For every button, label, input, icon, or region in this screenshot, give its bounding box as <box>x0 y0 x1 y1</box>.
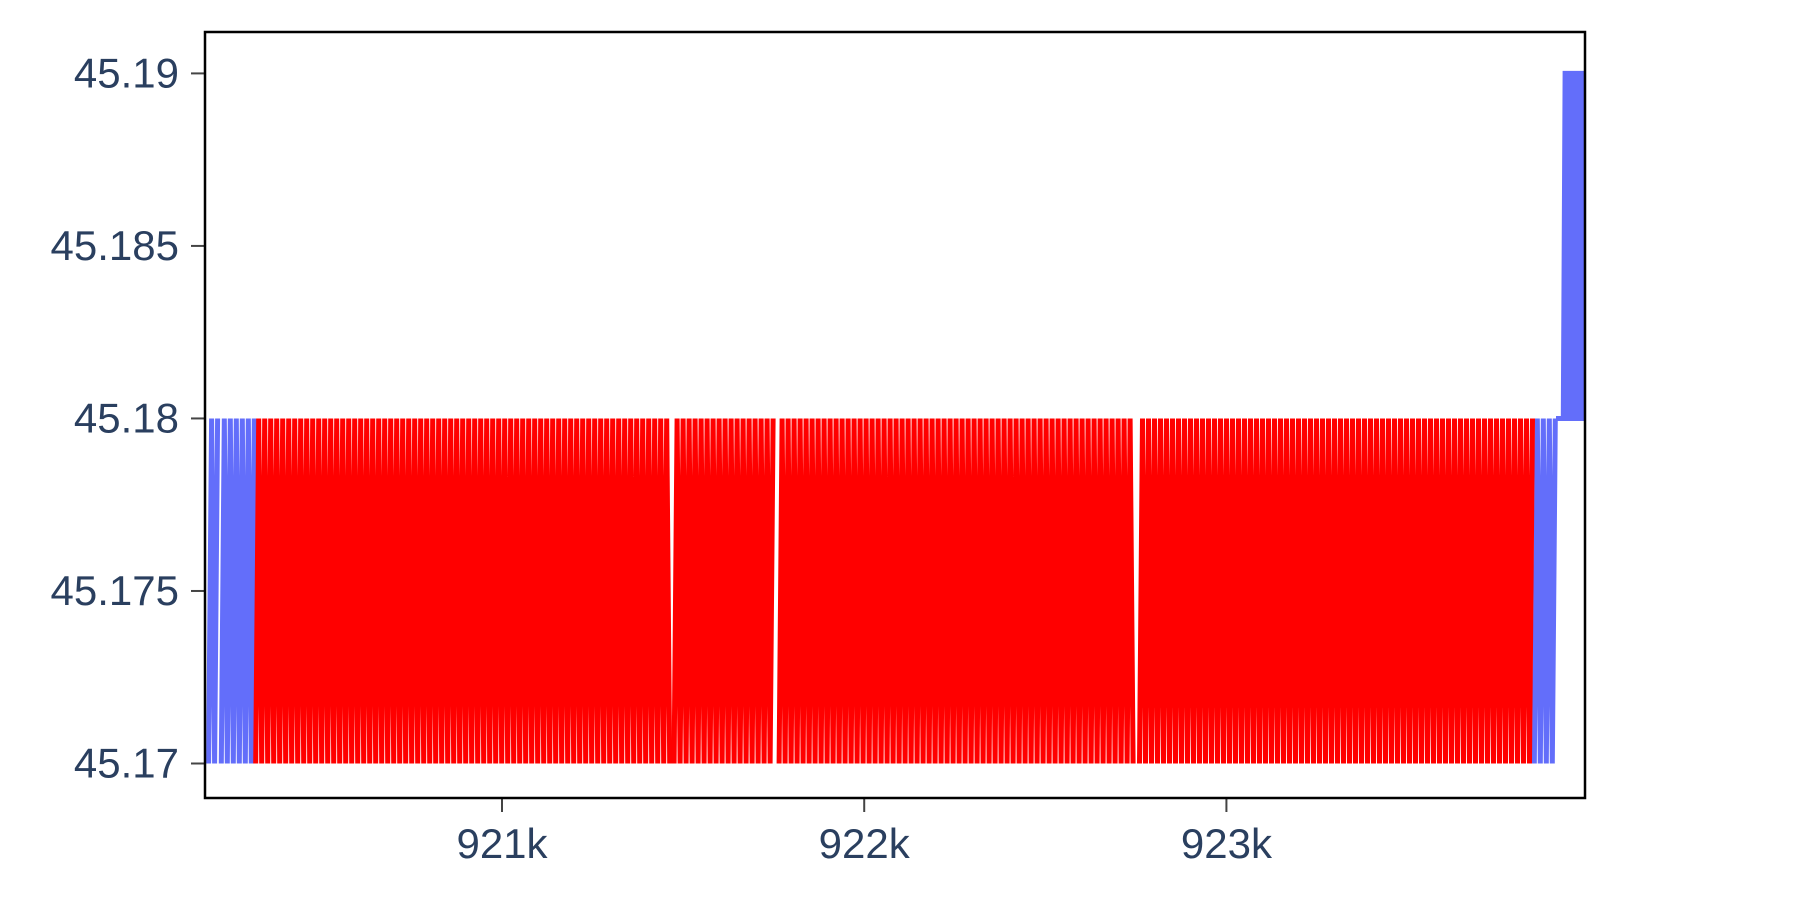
y-tick-label-5: 45.19 <box>74 49 179 96</box>
x-axis: 921k 922k 923k <box>456 798 1273 867</box>
y-tick-label-3: 45.18 <box>74 394 179 441</box>
y-axis: 45.17 45.175 45.18 45.185 45.19 <box>51 49 205 786</box>
series-1-oscillation-1 <box>206 418 221 764</box>
series-2-oscillation-1 <box>253 418 673 764</box>
plot-area <box>206 70 1585 764</box>
series-1 <box>206 70 1585 764</box>
series-1-step-region <box>1556 70 1585 421</box>
series-1-oscillation-3 <box>1531 418 1558 764</box>
x-tick-label-3: 923k <box>1181 820 1273 867</box>
plot-frame <box>203 30 1587 800</box>
y-tick-label-2: 45.175 <box>51 567 179 614</box>
y-tick-label-4: 45.185 <box>51 222 179 269</box>
y-tick-label-1: 45.17 <box>74 739 179 786</box>
x-tick-label-1: 921k <box>456 820 548 867</box>
series-2 <box>253 418 1535 764</box>
x-tick-label-2: 922k <box>819 820 911 867</box>
series-2-oscillation-2 <box>671 418 776 764</box>
series-2-oscillation-3 <box>776 418 1136 764</box>
series-2-oscillation-4 <box>1137 418 1535 764</box>
series-1-oscillation-2 <box>218 418 257 764</box>
